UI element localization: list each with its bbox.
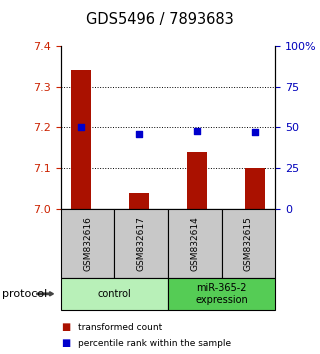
Text: GSM832616: GSM832616 xyxy=(83,216,92,271)
Text: GDS5496 / 7893683: GDS5496 / 7893683 xyxy=(86,12,234,27)
Text: GSM832614: GSM832614 xyxy=(190,216,199,271)
Bar xyxy=(129,193,149,209)
Text: GSM832617: GSM832617 xyxy=(137,216,146,271)
Point xyxy=(136,131,141,137)
Bar xyxy=(70,70,91,209)
Text: percentile rank within the sample: percentile rank within the sample xyxy=(78,339,232,348)
Text: ■: ■ xyxy=(61,338,70,348)
Point xyxy=(195,128,200,133)
Text: GSM832615: GSM832615 xyxy=(244,216,253,271)
Bar xyxy=(245,168,266,209)
Point xyxy=(253,130,258,135)
Text: control: control xyxy=(98,289,131,299)
Text: ■: ■ xyxy=(61,322,70,332)
Bar xyxy=(187,152,207,209)
Text: miR-365-2
expression: miR-365-2 expression xyxy=(195,283,248,305)
Text: protocol: protocol xyxy=(2,289,47,299)
Point xyxy=(78,125,83,130)
Text: transformed count: transformed count xyxy=(78,323,163,332)
